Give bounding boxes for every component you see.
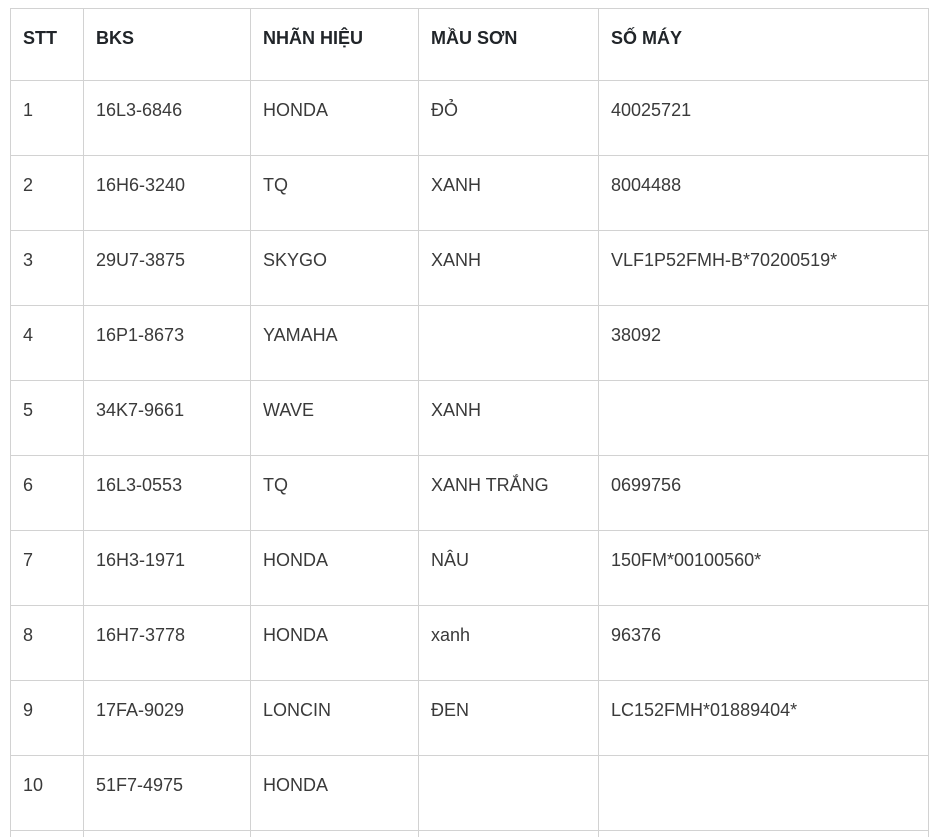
cell-so-may	[598, 830, 929, 837]
cell-stt: 5	[10, 380, 84, 456]
cell-mau-son	[418, 755, 599, 831]
cell-mau-son: XANH	[418, 380, 599, 456]
cell-bks: 29U7-3875	[83, 230, 251, 306]
table-row: 8 16H7-3778 HONDA xanh 96376	[10, 605, 929, 681]
table-header: STT BKS NHÃN HIỆU MẦU SƠN SỐ MÁY	[10, 8, 929, 81]
cell-nhan-hieu: HONDA	[250, 530, 419, 606]
cell-so-may: 150FM*00100560*	[598, 530, 929, 606]
table-row: 10 51F7-4975 HONDA	[10, 755, 929, 831]
cell-mau-son	[418, 305, 599, 381]
table-row: 7 16H3-1971 HONDA NÂU 150FM*00100560*	[10, 530, 929, 606]
cell-so-may	[598, 755, 929, 831]
cell-stt: 2	[10, 155, 84, 231]
cell-so-may: 38092	[598, 305, 929, 381]
cell-mau-son: xanh	[418, 605, 599, 681]
table-row: 4 16P1-8673 YAMAHA 38092	[10, 305, 929, 381]
cell-so-may: 8004488	[598, 155, 929, 231]
cell-mau-son: XANH	[418, 230, 599, 306]
cell-nhan-hieu: LONCIN	[250, 680, 419, 756]
cell-bks: 51F7-4975	[83, 755, 251, 831]
cell-bks: 16H7-3778	[83, 605, 251, 681]
cell-nhan-hieu: WAVE	[250, 380, 419, 456]
cell-nhan-hieu: SKYGO	[250, 230, 419, 306]
cell-bks: 17FA-9029	[83, 680, 251, 756]
cell-so-may: 40025721	[598, 80, 929, 156]
cell-so-may: 0699756	[598, 455, 929, 531]
cell-so-may: VLF1P52FMH-B*70200519*	[598, 230, 929, 306]
cell-so-may: 96376	[598, 605, 929, 681]
cell-stt: 4	[10, 305, 84, 381]
column-header-mau-son: MẦU SƠN	[418, 8, 599, 81]
table-row: 5 34K7-9661 WAVE XANH	[10, 380, 929, 456]
column-header-bks: BKS	[83, 8, 251, 81]
column-header-so-may: SỐ MÁY	[598, 8, 929, 81]
cell-mau-son: ĐEN	[418, 680, 599, 756]
cell-mau-son	[418, 830, 599, 837]
cell-bks: 34K7-9661	[83, 380, 251, 456]
cell-bks	[83, 830, 251, 837]
cell-so-may	[598, 380, 929, 456]
cell-stt	[10, 830, 84, 837]
table-row: 2 16H6-3240 TQ XANH 8004488	[10, 155, 929, 231]
cell-stt: 9	[10, 680, 84, 756]
cell-stt: 1	[10, 80, 84, 156]
cell-stt: 10	[10, 755, 84, 831]
table-body: 1 16L3-6846 HONDA ĐỎ 40025721 2 16H6-324…	[10, 80, 929, 837]
cell-bks: 16L3-6846	[83, 80, 251, 156]
cell-stt: 8	[10, 605, 84, 681]
cell-nhan-hieu	[250, 830, 419, 837]
cell-so-may: LC152FMH*01889404*	[598, 680, 929, 756]
cell-bks: 16H3-1971	[83, 530, 251, 606]
cell-mau-son: XANH TRẮNG	[418, 455, 599, 531]
column-header-nhan-hieu: NHÃN HIỆU	[250, 8, 419, 81]
cell-mau-son: NÂU	[418, 530, 599, 606]
cell-stt: 7	[10, 530, 84, 606]
cell-mau-son: XANH	[418, 155, 599, 231]
vehicle-table: STT BKS NHÃN HIỆU MẦU SƠN SỐ MÁY 1 16L3-…	[10, 8, 929, 837]
table-row: 1 16L3-6846 HONDA ĐỎ 40025721	[10, 80, 929, 156]
cell-bks: 16L3-0553	[83, 455, 251, 531]
cell-nhan-hieu: HONDA	[250, 755, 419, 831]
cell-nhan-hieu: YAMAHA	[250, 305, 419, 381]
column-header-stt: STT	[10, 8, 84, 81]
table-row: 3 29U7-3875 SKYGO XANH VLF1P52FMH-B*7020…	[10, 230, 929, 306]
cell-bks: 16H6-3240	[83, 155, 251, 231]
cell-nhan-hieu: HONDA	[250, 80, 419, 156]
cell-nhan-hieu: TQ	[250, 155, 419, 231]
cell-stt: 6	[10, 455, 84, 531]
cell-mau-son: ĐỎ	[418, 80, 599, 156]
cell-nhan-hieu: HONDA	[250, 605, 419, 681]
header-row: STT BKS NHÃN HIỆU MẦU SƠN SỐ MÁY	[10, 8, 929, 81]
table-row: 9 17FA-9029 LONCIN ĐEN LC152FMH*01889404…	[10, 680, 929, 756]
table-row-partial	[10, 830, 929, 837]
cell-bks: 16P1-8673	[83, 305, 251, 381]
cell-stt: 3	[10, 230, 84, 306]
cell-nhan-hieu: TQ	[250, 455, 419, 531]
table-row: 6 16L3-0553 TQ XANH TRẮNG 0699756	[10, 455, 929, 531]
